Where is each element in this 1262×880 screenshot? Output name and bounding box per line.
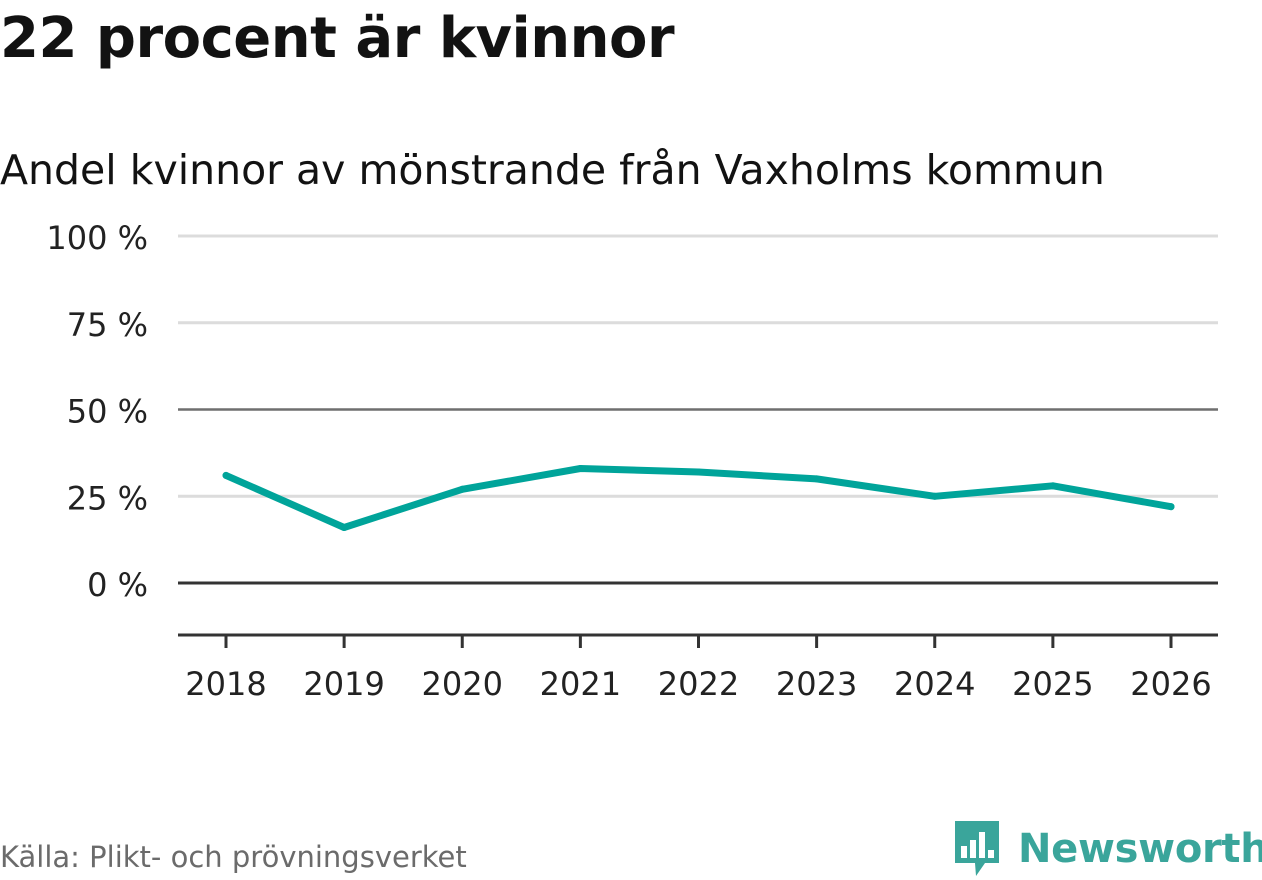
series-layer (222, 464, 1175, 531)
data-point (576, 464, 584, 472)
x-tick-label: 2018 (185, 665, 266, 703)
chart-title: 22 procent är kvinnor (0, 6, 675, 71)
data-point (1049, 482, 1057, 490)
y-tick-label: 0 % (87, 566, 148, 604)
data-point (458, 485, 466, 493)
brand-logo[interactable]: Newsworthy (952, 818, 1262, 880)
newsworthy-logo-icon (955, 821, 999, 876)
grid-layer: 100 % 75 % 50 % 25 % 0 % (46, 219, 1218, 604)
data-point (813, 475, 821, 483)
y-tick-label: 75 % (67, 306, 148, 344)
x-tick-label: 2020 (422, 665, 503, 703)
chart-subtitle: Andel kvinnor av mönstrande från Vaxholm… (0, 146, 1105, 194)
data-point (1167, 503, 1175, 511)
x-tick-label: 2021 (540, 665, 621, 703)
source-note: Källa: Plikt- och prövningsverket (0, 840, 467, 874)
x-tick-label: 2019 (303, 665, 384, 703)
y-tick-label: 50 % (67, 393, 148, 431)
data-point (222, 471, 230, 479)
x-tick-label: 2024 (894, 665, 975, 703)
x-tick-label: 2025 (1012, 665, 1093, 703)
brand-name: Newsworthy (1018, 826, 1262, 872)
x-tick-label: 2026 (1130, 665, 1211, 703)
data-point (340, 523, 348, 531)
y-tick-label: 100 % (46, 219, 148, 257)
data-point (695, 468, 702, 476)
x-axis: 2018 2019 2020 2021 2022 2023 2024 2025 2026 (178, 633, 1218, 703)
data-point (931, 492, 939, 500)
y-tick-label: 25 % (67, 479, 148, 517)
x-tick-label: 2022 (658, 665, 739, 703)
x-tick-label: 2023 (776, 665, 857, 703)
series-line (222, 465, 1175, 531)
